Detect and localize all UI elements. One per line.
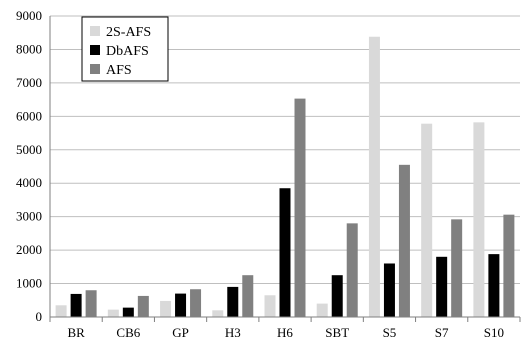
bar-S10-AFS — [503, 214, 515, 317]
legend-swatch-DbAFS — [90, 45, 100, 55]
bar-BR-AFS — [85, 290, 97, 317]
x-tick-label-S7: S7 — [435, 325, 449, 340]
y-tick-label-6000: 6000 — [16, 108, 42, 123]
y-tick-label-5000: 5000 — [16, 142, 42, 157]
bar-GP-AFS — [190, 289, 202, 317]
x-tick-label-CB6: CB6 — [116, 325, 140, 340]
x-tick-label-SBT: SBT — [325, 325, 349, 340]
y-tick-label-4000: 4000 — [16, 175, 42, 190]
y-tick-label-2000: 2000 — [16, 242, 42, 257]
bar-S5-DbAFS — [383, 263, 395, 317]
x-tick-labels: BR CB6 GP H3 H6 SBT S5 S7 S10 — [67, 325, 504, 340]
bar-SBT-2S-AFS — [316, 303, 328, 317]
x-tick-label-S10: S10 — [484, 325, 504, 340]
bar-H6-2S-AFS — [264, 295, 276, 317]
bar-CB6-DbAFS — [122, 307, 134, 317]
x-tick-label-H6: H6 — [277, 325, 293, 340]
legend-label-DbAFS: DbAFS — [106, 44, 149, 59]
legend: 2S-AFS DbAFS AFS — [81, 16, 169, 82]
legend-swatch-2S-AFS — [90, 26, 100, 36]
y-tick-label-0: 0 — [36, 309, 43, 324]
x-tick-label-GP: GP — [172, 325, 189, 340]
bar-S7-2S-AFS — [421, 123, 433, 318]
y-tick-label-1000: 1000 — [16, 276, 42, 291]
bar-CB6-AFS — [137, 295, 149, 317]
legend-label-2S-AFS: 2S-AFS — [106, 25, 151, 40]
y-tick-label-7000: 7000 — [16, 75, 42, 90]
bar-H6-DbAFS — [279, 188, 291, 317]
bar-GP-2S-AFS — [160, 300, 172, 317]
bar-SBT-AFS — [346, 223, 358, 317]
bar-SBT-DbAFS — [331, 275, 343, 317]
x-tick-label-BR: BR — [67, 325, 85, 340]
bar-CB6-2S-AFS — [107, 309, 119, 317]
bar-H6-AFS — [294, 98, 306, 317]
bar-S7-DbAFS — [436, 256, 448, 317]
axes — [49, 16, 521, 322]
bar-S10-DbAFS — [488, 254, 500, 317]
bars — [55, 36, 515, 318]
gridlines — [50, 15, 520, 285]
bar-S5-AFS — [398, 164, 410, 317]
x-tick-label-S5: S5 — [383, 325, 397, 340]
bar-S10-2S-AFS — [473, 122, 485, 317]
bar-GP-DbAFS — [175, 293, 187, 317]
y-tick-labels: 0 1000 2000 3000 4000 5000 6000 7000 8000 9000 — [16, 8, 42, 324]
y-tick-label-3000: 3000 — [16, 209, 42, 224]
bar-BR-2S-AFS — [55, 305, 67, 317]
bar-H3-2S-AFS — [212, 310, 224, 317]
y-tick-label-9000: 9000 — [16, 8, 42, 23]
bar-H3-DbAFS — [227, 286, 239, 317]
y-tick-label-8000: 8000 — [16, 41, 42, 56]
bar-S5-2S-AFS — [368, 36, 380, 317]
legend-swatch-AFS — [90, 64, 100, 74]
x-tick-label-H3: H3 — [225, 325, 241, 340]
bar-S7-AFS — [451, 219, 463, 317]
legend-label-AFS: AFS — [106, 63, 132, 78]
bar-BR-DbAFS — [70, 293, 82, 317]
bar-H3-AFS — [242, 275, 254, 317]
